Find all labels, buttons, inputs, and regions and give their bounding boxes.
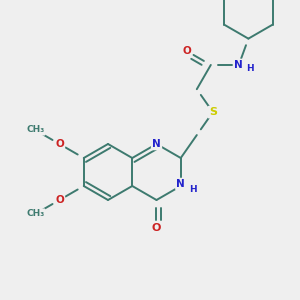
Text: H: H: [246, 64, 254, 74]
Text: H: H: [189, 185, 196, 194]
Text: O: O: [55, 139, 64, 149]
Text: O: O: [182, 46, 191, 56]
Text: O: O: [152, 223, 161, 233]
Text: O: O: [55, 195, 64, 205]
Text: N: N: [234, 60, 243, 70]
Text: CH₃: CH₃: [26, 209, 44, 218]
Text: N: N: [176, 179, 185, 189]
Text: S: S: [209, 107, 217, 117]
Text: N: N: [152, 139, 161, 149]
Text: CH₃: CH₃: [26, 125, 44, 134]
